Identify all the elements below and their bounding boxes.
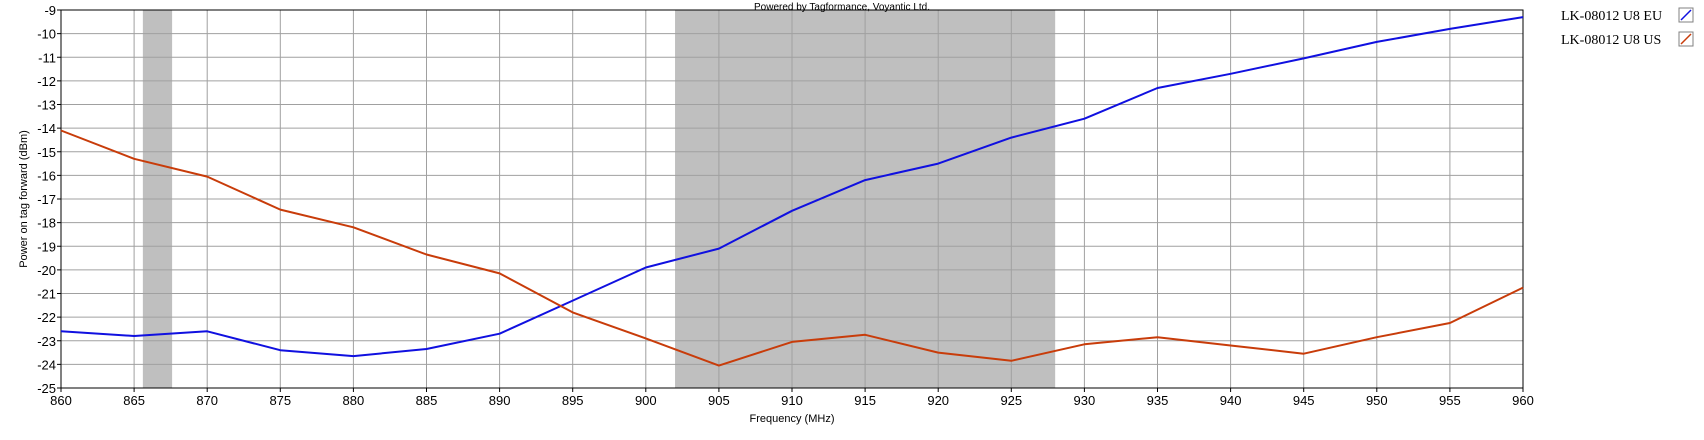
- legend-swatch-line-0: [1680, 9, 1692, 21]
- y-tick-label: -10: [37, 27, 56, 42]
- y-axis-title: Power on tag forward (dBm): [18, 130, 30, 268]
- y-tick-label: -21: [37, 287, 56, 302]
- x-tick-label: 955: [1439, 393, 1461, 408]
- x-tick-label: 945: [1293, 393, 1315, 408]
- y-tick-label: -12: [37, 74, 56, 89]
- y-tick-label: -13: [37, 98, 56, 113]
- x-axis-title: Frequency (MHz): [750, 413, 835, 425]
- y-tick-label: -20: [37, 263, 56, 278]
- y-axis-ticks: -9 -10 -11 -12 -13 -14 -15 -16 -17 -18 -19 -20 -21 -2…: [37, 3, 61, 396]
- x-tick-label: 860: [50, 393, 72, 408]
- legend: LK-08012 U8 EU LK-08012 U8 US: [1561, 7, 1694, 48]
- x-tick-label: 900: [635, 393, 657, 408]
- y-tick-label: -16: [37, 168, 56, 183]
- y-tick-label: -15: [37, 145, 56, 160]
- y-tick-label: -18: [37, 216, 56, 231]
- legend-label-0: LK-08012 U8 EU: [1561, 9, 1662, 24]
- y-tick-label: -11: [38, 50, 56, 65]
- y-tick-label: -22: [37, 310, 56, 325]
- y-tick-label: -24: [37, 357, 56, 372]
- series-line-0: [60, 16, 1524, 358]
- x-tick-label: 930: [1074, 393, 1096, 408]
- x-tick-label: 905: [708, 393, 730, 408]
- y-tick-label: -25: [37, 381, 56, 396]
- x-tick-label: 895: [562, 393, 584, 408]
- y-tick-label: -17: [37, 192, 56, 207]
- x-tick-label: 920: [927, 393, 949, 408]
- x-tick-label: 910: [781, 393, 803, 408]
- x-tick-label: 885: [416, 393, 438, 408]
- x-tick-label: 935: [1147, 393, 1169, 408]
- x-tick-label: 950: [1366, 393, 1388, 408]
- x-tick-label: 925: [1000, 393, 1022, 408]
- x-axis-ticks: 860 865 870 875 880 885 890 895 900 905 910 915 920 9…: [50, 388, 1534, 408]
- y-tick-label: -9: [44, 3, 56, 18]
- y-tick-label: -23: [37, 334, 56, 349]
- y-tick-label: -14: [37, 121, 56, 136]
- y-tick-label: -19: [37, 239, 56, 254]
- x-tick-label: 870: [196, 393, 218, 408]
- grid-lines: [60, 9, 1524, 389]
- x-tick-label: 960: [1512, 393, 1534, 408]
- x-tick-label: 915: [854, 393, 876, 408]
- x-tick-label: 875: [269, 393, 291, 408]
- series-line-1: [60, 129, 1524, 367]
- x-tick-label: 940: [1220, 393, 1242, 408]
- legend-swatch-line-1: [1680, 33, 1692, 45]
- legend-label-1: LK-08012 U8 US: [1561, 33, 1661, 48]
- x-tick-label: 880: [343, 393, 365, 408]
- x-tick-label: 890: [489, 393, 511, 408]
- x-tick-label: 865: [123, 393, 145, 408]
- credit-text: Powered by Tagformance, Voyantic Ltd.: [754, 2, 930, 13]
- series-lines: [60, 16, 1524, 367]
